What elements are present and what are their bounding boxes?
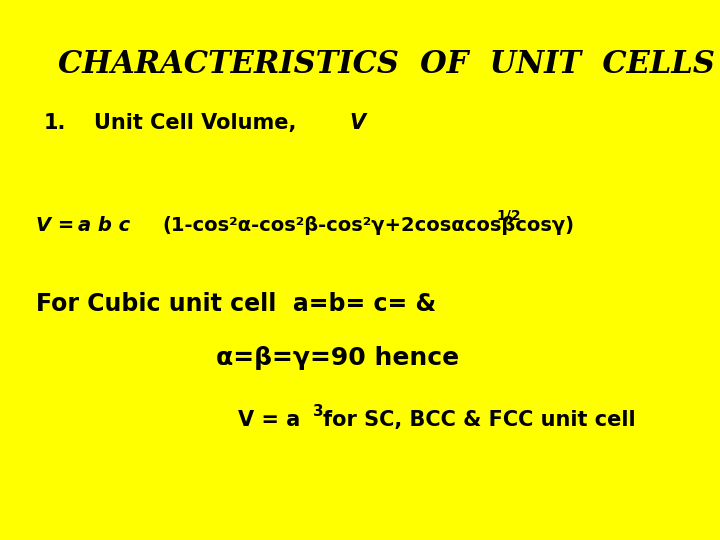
Text: V =: V = [36, 216, 81, 235]
Text: 1.: 1. [43, 113, 66, 133]
Text: 3: 3 [313, 404, 324, 419]
Text: for SC, BCC & FCC unit cell: for SC, BCC & FCC unit cell [323, 410, 635, 430]
Text: CHARACTERISTICS  OF  UNIT  CELLS: CHARACTERISTICS OF UNIT CELLS [58, 49, 714, 79]
Text: (1-cos²α-cos²β-cos²γ+2cosαcosβcosγ): (1-cos²α-cos²β-cos²γ+2cosαcosβcosγ) [163, 216, 575, 235]
Text: For Cubic unit cell  a=b= c= &: For Cubic unit cell a=b= c= & [36, 292, 436, 315]
Text: 1/2: 1/2 [497, 208, 521, 222]
Text: α=β=γ=90 hence: α=β=γ=90 hence [216, 346, 459, 369]
Text: Unit Cell Volume,: Unit Cell Volume, [94, 113, 303, 133]
Text: V = a: V = a [238, 410, 300, 430]
Text: a b c: a b c [78, 216, 130, 235]
Text: V: V [349, 113, 365, 133]
